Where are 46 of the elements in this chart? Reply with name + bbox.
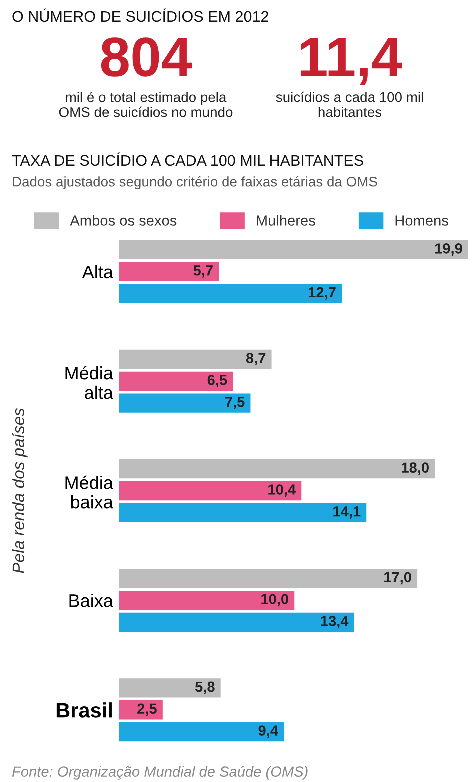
bar	[119, 372, 234, 392]
legend-label: Mulheres	[257, 215, 316, 226]
data-label: 14,1	[334, 506, 361, 519]
chart-subtitle: Dados ajustados segundo critério de faixas etárias da OMS	[13, 176, 378, 190]
data-label: 5,8	[195, 682, 215, 694]
bar	[119, 569, 418, 588]
bar	[119, 590, 295, 610]
text: O NÚMERO DE SUICÍDIOS EM 2012	[12, 8, 268, 22]
bar	[119, 284, 342, 304]
data-label: 17,0	[384, 572, 412, 585]
data-label: 13,4	[321, 616, 349, 629]
legend-label: Ambos os sexos	[70, 215, 177, 226]
y-tick-label: Baixa	[70, 594, 114, 608]
bar	[119, 481, 302, 501]
data-label: 6,5	[208, 375, 228, 388]
source-note: Fonte: Organização Mundial de Saúde (OMS)	[12, 766, 308, 780]
data-label: 10,4	[268, 484, 296, 498]
data-label: 18,0	[402, 462, 429, 476]
bar	[119, 240, 468, 260]
bar	[119, 722, 284, 742]
bar	[119, 262, 220, 282]
y-tick-label: Média alta	[66, 366, 114, 400]
bar	[119, 612, 354, 632]
y-tick-label: Alta	[82, 265, 114, 279]
bar	[119, 503, 367, 522]
bar	[119, 394, 251, 413]
y-tick-label: Brasil	[56, 702, 112, 718]
text: suicídios a cada 100 mil habitantes	[276, 92, 424, 118]
chart-title: TAXA DE SUICÍDIO A CADA 100 MIL HABITANTES	[12, 152, 364, 166]
data-label: 7,5	[226, 397, 245, 410]
data-label: 5,7	[194, 266, 213, 278]
y-axis-title: Pela renda dos países	[12, 408, 28, 574]
text: mil é o total estimado pela OMS de suicídios no mundo	[59, 92, 233, 118]
data-label: 12,7	[309, 287, 336, 300]
data-label: 9,4	[258, 726, 278, 738]
data-label: 10,0	[262, 594, 288, 607]
data-label: 19,9	[435, 244, 462, 256]
y-tick-label: Média baixa	[66, 476, 114, 509]
bar	[119, 460, 436, 479]
text: 804	[101, 38, 192, 77]
data-label: 2,5	[138, 704, 157, 716]
data-label: 8,7	[246, 353, 266, 366]
text: 11,4	[300, 38, 402, 85]
bar	[119, 678, 221, 698]
bar	[119, 350, 272, 370]
legend-label: Homens	[396, 216, 448, 226]
